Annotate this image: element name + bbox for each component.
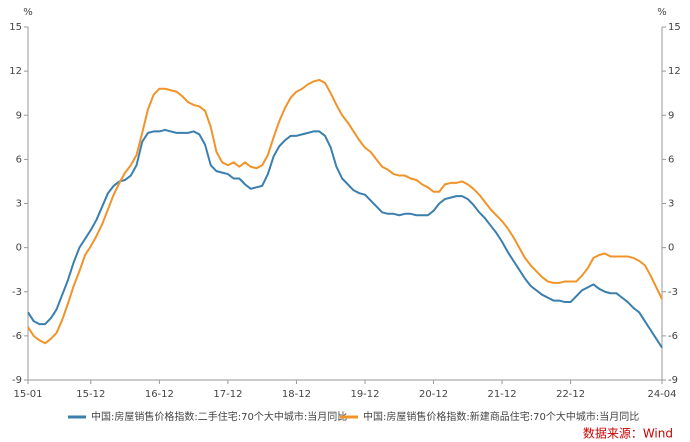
y2-tick-label: 9 [668,110,674,121]
y-tick-label: -6 [12,331,22,342]
x-tick-label: 24-04 [647,389,676,400]
series-line [27,78,663,345]
series-line [27,128,663,349]
y-tick-label: -3 [12,287,22,298]
y2-tick-label: 0 [668,243,674,254]
y-tick-label: -9 [12,375,22,386]
x-tick-label: 15-01 [13,389,42,400]
y2-tick-label: 15 [668,22,681,33]
y2-tick-label: -9 [668,375,678,386]
y-tick-label: 6 [16,154,22,165]
x-tick-label: 17-12 [213,389,242,400]
x-tick-label: 15-12 [76,389,105,400]
x-tick-label: 19-12 [350,389,379,400]
y-tick-label: 0 [16,243,22,254]
y-tick-label: 9 [16,110,22,121]
x-tick-label: 22-12 [556,389,585,400]
y2-tick-label: 12 [668,66,681,77]
y2-tick-label: -3 [668,287,678,298]
y-tick-label: 15 [9,22,22,33]
y-tick-label: 12 [9,66,22,77]
x-tick-label: 16-12 [145,389,174,400]
y-axis-unit: % [23,7,33,18]
y2-tick-label: 3 [668,199,674,210]
legend-label: 中国:房屋销售价格指数:二手住宅:70个大中城市:当月同比 [91,410,347,423]
x-tick-label: 21-12 [488,389,517,400]
x-tick-label: 20-12 [419,389,448,400]
y2-tick-label: 6 [668,154,674,165]
source: 数据来源：Wind [583,426,673,441]
y2-axis-unit: % [657,7,667,18]
legend-label: 中国:房屋销售价格指数:新建商品住宅:70个大中城市:当月同比 [363,410,639,423]
x-tick-label: 18-12 [282,389,311,400]
y-tick-label: 3 [16,199,22,210]
y2-tick-label: -6 [668,331,678,342]
